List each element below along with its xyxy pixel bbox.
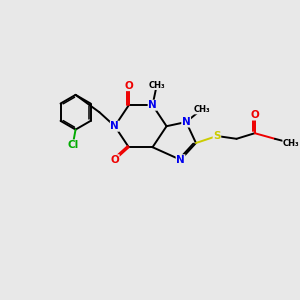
Text: CH₃: CH₃ — [193, 105, 210, 114]
Text: Cl: Cl — [67, 140, 78, 150]
Text: N: N — [110, 121, 119, 131]
Text: N: N — [148, 100, 157, 110]
Text: O: O — [110, 155, 119, 165]
Text: CH₃: CH₃ — [148, 81, 165, 90]
Text: N: N — [176, 155, 185, 165]
Text: CH₃: CH₃ — [283, 139, 299, 148]
Text: N: N — [182, 117, 190, 127]
Text: O: O — [250, 110, 259, 120]
Text: S: S — [213, 131, 221, 141]
Text: O: O — [124, 81, 133, 91]
